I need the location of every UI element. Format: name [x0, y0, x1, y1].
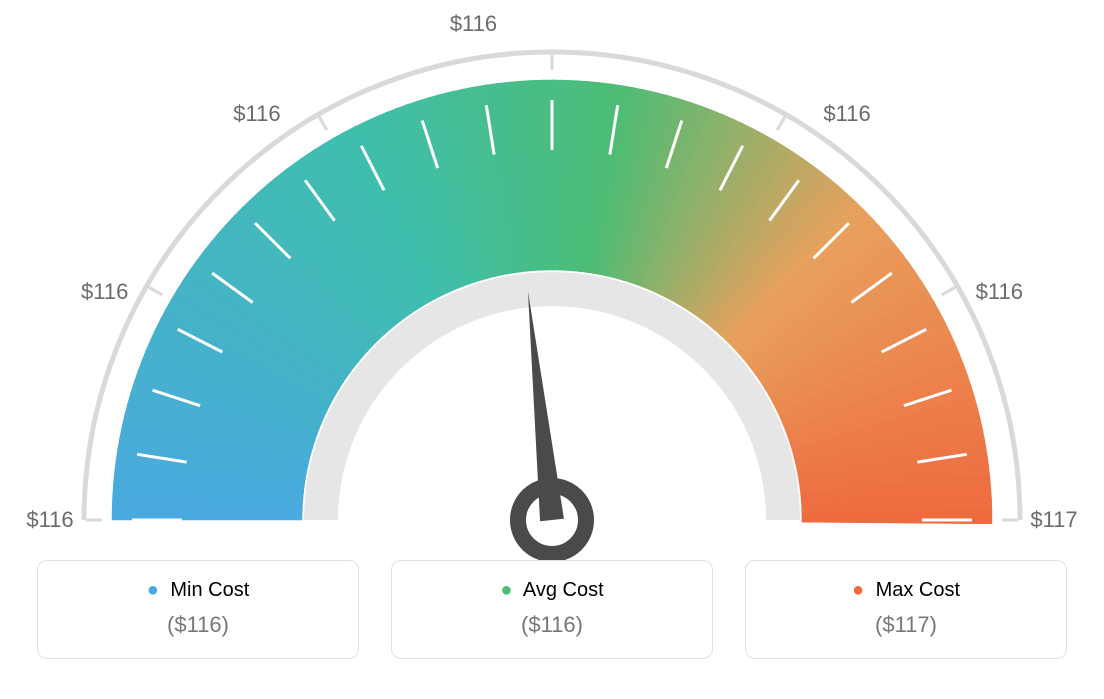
dot-icon-min: ● — [147, 579, 159, 601]
legend-card-avg: ● Avg Cost ($116) — [391, 560, 713, 659]
scale-tick — [942, 287, 956, 295]
gauge-container: $116 $116 $116 $116 $116 $116 $117 — [0, 0, 1104, 560]
gauge-tick-label: $116 — [81, 279, 128, 305]
legend-card-max: ● Max Cost ($117) — [745, 560, 1067, 659]
gauge-tick-label: $117 — [1030, 507, 1077, 533]
gauge-tick-label: $116 — [450, 11, 497, 37]
legend-card-min: ● Min Cost ($116) — [37, 560, 359, 659]
legend-row: ● Min Cost ($116) ● Avg Cost ($116) ● Ma… — [0, 560, 1104, 699]
scale-tick — [319, 116, 327, 130]
legend-label-min: Min Cost — [170, 579, 249, 601]
scale-tick — [148, 287, 162, 295]
legend-value-max: ($117) — [746, 612, 1066, 638]
gauge-tick-label: $116 — [26, 507, 73, 533]
dot-icon-avg: ● — [500, 579, 512, 601]
legend-label-max: Max Cost — [876, 579, 960, 601]
dot-icon-max: ● — [852, 579, 864, 601]
legend-value-avg: ($116) — [392, 612, 712, 638]
gauge-tick-label: $116 — [976, 279, 1023, 305]
gauge-tick-label: $116 — [823, 101, 870, 127]
scale-tick — [777, 116, 785, 130]
legend-title-min: ● Min Cost — [38, 579, 358, 602]
gauge-tick-label: $116 — [233, 101, 280, 127]
legend-title-max: ● Max Cost — [746, 579, 1066, 602]
legend-value-min: ($116) — [38, 612, 358, 638]
legend-label-avg: Avg Cost — [523, 579, 604, 601]
legend-title-avg: ● Avg Cost — [392, 579, 712, 602]
gauge-svg — [0, 0, 1104, 560]
